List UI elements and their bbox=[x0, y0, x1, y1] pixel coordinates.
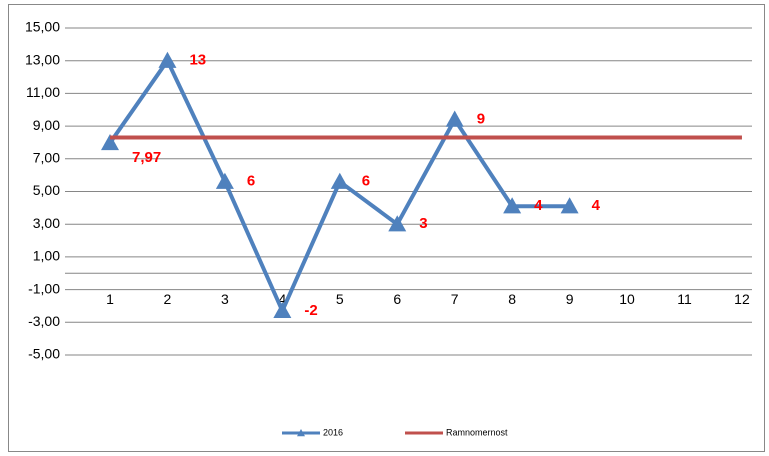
x-tick-label: 4 bbox=[278, 291, 286, 307]
y-tick-label: 5,00 bbox=[33, 182, 60, 198]
y-tick-label: -5,00 bbox=[28, 346, 60, 362]
legend-label: 2016 bbox=[323, 427, 343, 437]
legend-marker bbox=[297, 429, 305, 437]
point-marker bbox=[503, 197, 522, 214]
x-tick-label: 8 bbox=[508, 291, 516, 307]
y-tick-label: 11,00 bbox=[26, 84, 60, 100]
x-tick-label: 7 bbox=[451, 291, 459, 307]
point-marker bbox=[445, 110, 464, 127]
point-marker bbox=[330, 172, 349, 189]
point-marker bbox=[273, 301, 292, 319]
x-tick-label: 2 bbox=[164, 291, 172, 307]
legend-label: Ramnomernost bbox=[446, 427, 508, 437]
data-label: 4 bbox=[592, 197, 601, 214]
y-tick-label: 7,00 bbox=[33, 150, 60, 166]
data-label: 3 bbox=[419, 215, 427, 232]
y-tick-label: 9,00 bbox=[33, 117, 60, 133]
x-tick-label: 12 bbox=[734, 291, 750, 307]
point-marker bbox=[158, 51, 177, 68]
x-tick-label: 5 bbox=[336, 291, 344, 307]
data-label: 6 bbox=[362, 173, 370, 190]
data-label: 9 bbox=[477, 111, 485, 128]
point-marker bbox=[560, 197, 579, 214]
point-marker bbox=[388, 215, 407, 232]
data-label: -2 bbox=[304, 302, 317, 319]
data-label: 4 bbox=[534, 197, 543, 214]
data-label: 13 bbox=[189, 52, 206, 69]
x-tick-label: 6 bbox=[393, 291, 401, 307]
y-tick-label: 15,00 bbox=[25, 19, 60, 35]
x-tick-label: 1 bbox=[106, 291, 114, 307]
point-marker bbox=[101, 133, 119, 151]
y-tick-label: -1,00 bbox=[28, 280, 60, 296]
y-tick-label: -3,00 bbox=[28, 313, 60, 329]
x-tick-label: 9 bbox=[566, 291, 574, 307]
x-tick-label: 3 bbox=[221, 291, 229, 307]
x-tick-label: 11 bbox=[677, 291, 692, 307]
y-tick-label: 3,00 bbox=[33, 215, 60, 231]
point-marker bbox=[215, 172, 234, 189]
data-label: 7,97 bbox=[132, 149, 161, 166]
y-tick-label: 1,00 bbox=[33, 248, 60, 264]
x-tick-label: 10 bbox=[619, 291, 635, 307]
y-tick-label: 13,00 bbox=[25, 51, 60, 67]
data-label: 6 bbox=[247, 173, 255, 190]
chart-frame bbox=[8, 4, 765, 452]
